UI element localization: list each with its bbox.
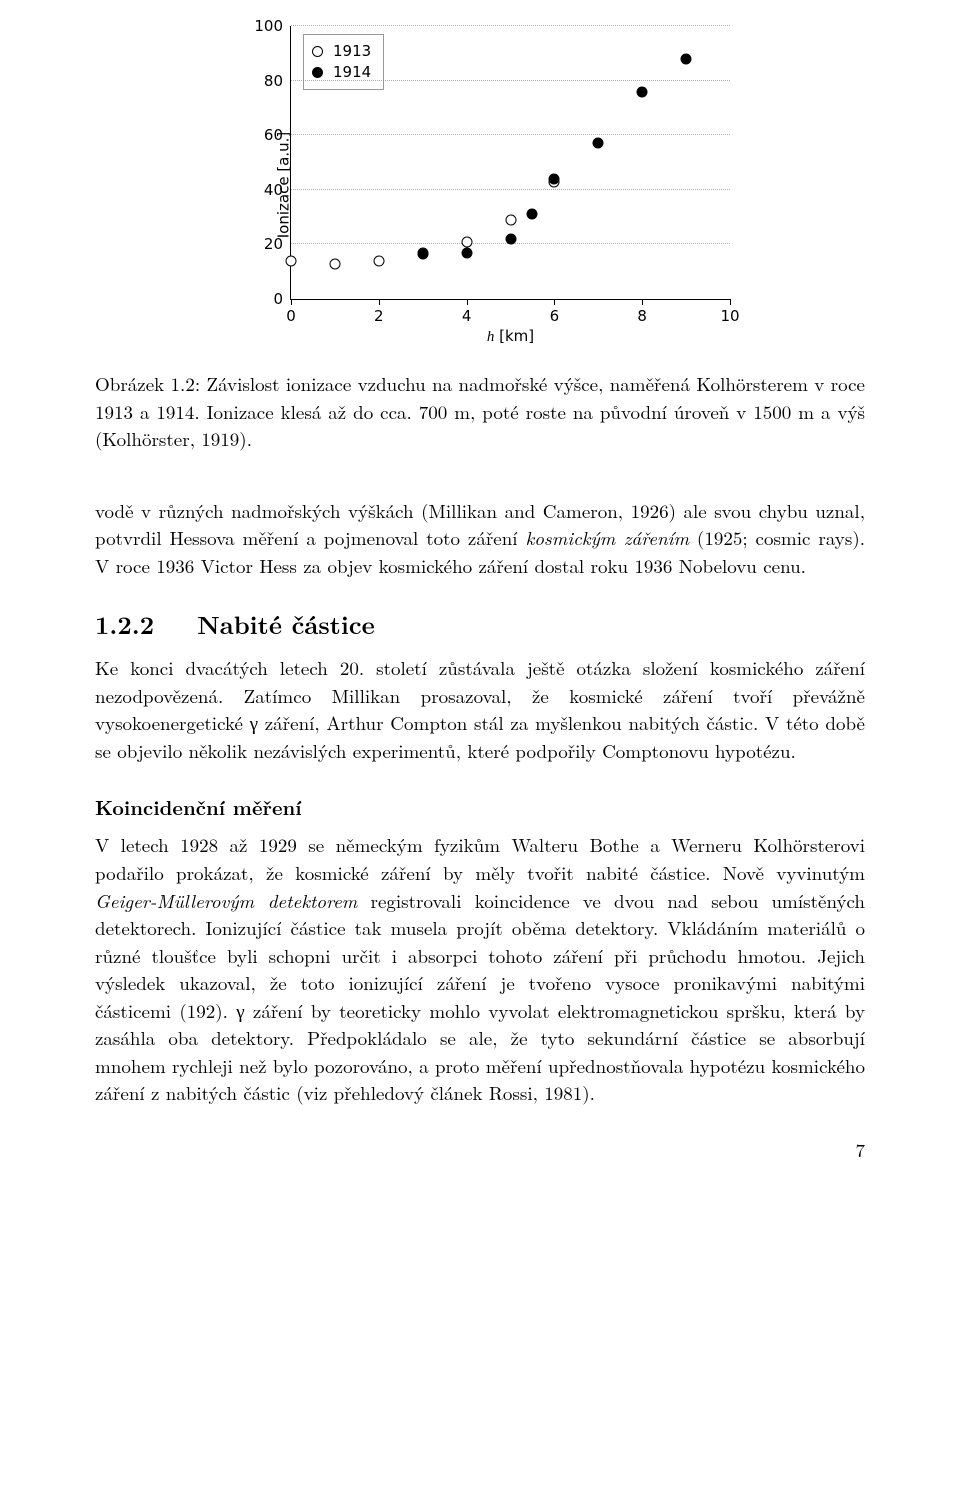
ytick-label: 40: [264, 181, 291, 199]
paragraph-koincidence: V letech 1928 až 1929 se německým fyziků…: [95, 831, 865, 1106]
data-point: [461, 247, 472, 258]
gridline: [291, 80, 730, 81]
paragraph-nabite: Ke konci dvacátých letech 20. století zů…: [95, 654, 865, 764]
ytick-label: 100: [254, 17, 291, 35]
subsection-heading: Koincidenční měření: [95, 792, 865, 821]
xtick-label: 8: [637, 299, 647, 325]
open-circle-icon: [312, 46, 323, 57]
data-point: [373, 255, 384, 266]
legend-label: 1913: [333, 41, 371, 62]
xtick-label: 10: [720, 299, 739, 325]
section-heading: 1.2.2 Nabité částice: [95, 607, 865, 642]
filled-circle-icon: [312, 67, 323, 78]
data-point: [527, 209, 538, 220]
data-point: [637, 86, 648, 97]
data-point: [461, 236, 472, 247]
data-point: [286, 255, 297, 266]
ytick-label: 80: [264, 72, 291, 90]
data-point: [505, 214, 516, 225]
data-point: [681, 53, 692, 64]
legend-item-1913: 1913: [312, 41, 371, 62]
ytick-label: 60: [264, 126, 291, 144]
gridline: [291, 189, 730, 190]
chart-legend: 1913 1914: [303, 34, 384, 90]
page-number: 7: [855, 1136, 865, 1163]
gridline: [291, 25, 730, 26]
xtick-label: 4: [462, 299, 472, 325]
plot-area: 1913 1914 h [km] 0204060801000246810: [290, 26, 730, 300]
ytick-label: 20: [264, 235, 291, 253]
data-point: [329, 258, 340, 269]
figure-caption: Obrázek 1.2: Závislost ionizace vzduchu …: [95, 370, 865, 453]
ionization-chart: Ionizace [a.u.] 1913 1914 h [km] 0204060…: [220, 20, 740, 350]
xtick-label: 0: [286, 299, 296, 325]
xtick-label: 6: [550, 299, 560, 325]
xtick-label: 2: [374, 299, 384, 325]
data-point: [593, 138, 604, 149]
gridline: [291, 134, 730, 135]
x-axis-label: h [km]: [291, 299, 730, 346]
data-point: [417, 248, 428, 259]
data-point: [505, 233, 516, 244]
paragraph-continuation: vodě v různých nadmořských výškách (Mill…: [95, 497, 865, 580]
data-point: [549, 173, 560, 184]
